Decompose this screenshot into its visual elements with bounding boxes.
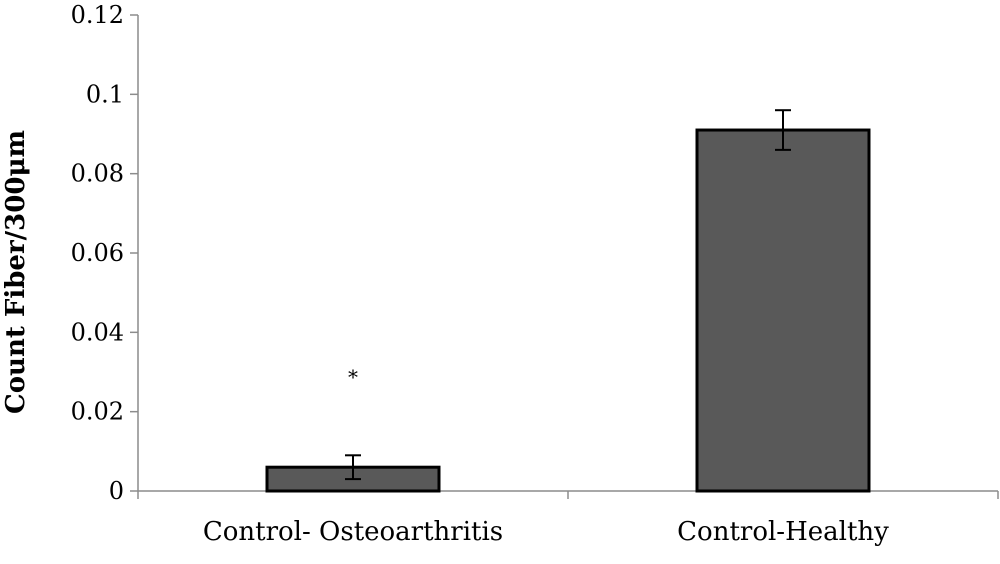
- bar: [695, 128, 871, 493]
- y-tick-label: 0: [109, 477, 124, 505]
- annotations: *: [348, 365, 358, 389]
- significance-marker: *: [348, 365, 358, 389]
- y-tick-label: 0.04: [71, 318, 124, 346]
- y-tick-label: 0.1: [86, 80, 124, 108]
- x-tick-labels: Control- Osteoarthritis Control-Healthy: [203, 517, 889, 547]
- y-axis-title: Count Fiber/300μm: [1, 130, 31, 414]
- x-tick-label: Control- Osteoarthritis: [203, 517, 503, 547]
- y-tick-label: 0.08: [71, 160, 124, 188]
- y-tick-label: 0.06: [71, 239, 124, 267]
- y-tick-label: 0.02: [71, 398, 124, 426]
- x-tick-label: Control-Healthy: [677, 517, 889, 547]
- y-axis: [130, 14, 139, 492]
- y-tick-label: 0.12: [71, 1, 124, 29]
- y-tick-labels: 0 0.02 0.04 0.06 0.08 0.1 0.12: [71, 1, 124, 505]
- bars: [265, 128, 871, 493]
- error-bars: [345, 109, 791, 481]
